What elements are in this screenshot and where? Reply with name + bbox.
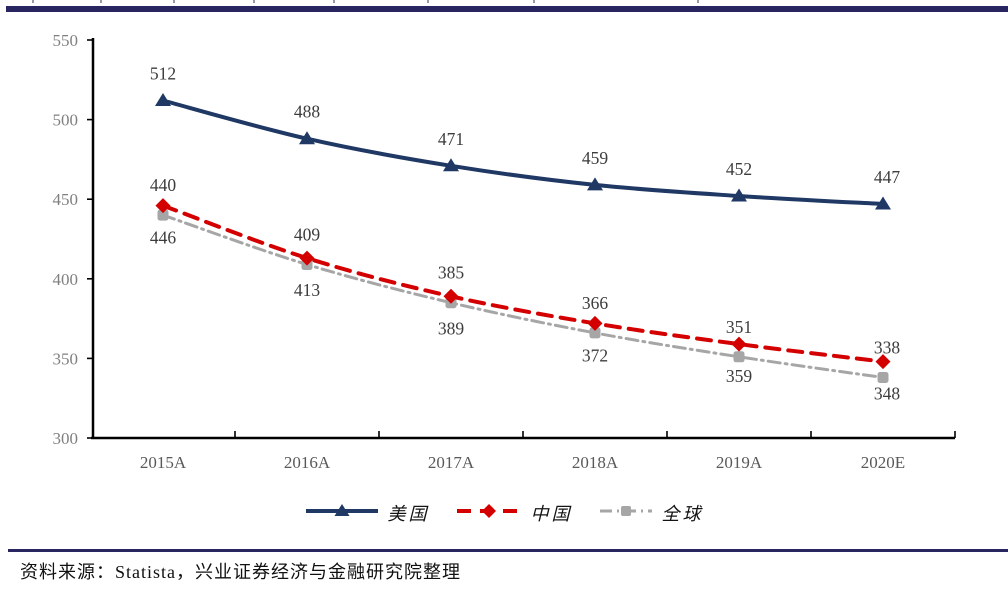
triangle-marker-icon [875,196,891,210]
series-global: 440 409 385 366 351 338 [150,175,901,383]
x-axis-tick-label: 2016A [284,453,331,472]
triangle-marker-icon [731,188,747,202]
top-accent-bar [6,6,1008,12]
x-axis-tick-label: 2017A [428,453,475,472]
source-attribution: 资料来源：Statista，兴业证券经济与金融研究院整理 [20,562,461,582]
footer-divider [8,549,1008,552]
data-label-us: 471 [438,129,464,149]
y-axis-tick-label: 300 [53,429,79,448]
chart-legend: 美国 中国 全球 [0,497,1008,529]
y-axis-tick-label: 350 [53,349,79,368]
series-us: 512 488 471 459 452 447 [150,64,901,210]
triangle-marker-icon [155,93,171,106]
triangle-marker-icon [443,158,459,172]
data-label-us: 459 [582,148,609,168]
data-label-cn: 348 [874,384,901,404]
data-label-us: 512 [150,64,176,84]
data-label-global: 440 [150,175,177,195]
data-label-global: 385 [438,263,465,283]
x-axis-tick-label: 2019A [716,453,763,472]
triangle-marker-icon [587,177,603,191]
x-axis-tick-label: 2015A [140,453,187,472]
y-axis-tick-label: 550 [53,31,79,50]
cropped-text-remnant [0,0,1008,3]
data-label-us: 488 [294,102,321,122]
x-axis-tick-label: 2018A [572,453,619,472]
line-chart: 550 500 450 400 350 300 2015A 2016A 2017A 2018A 20… [53,31,956,472]
y-axis-tick-label: 400 [53,270,79,289]
diamond-marker-icon [875,354,891,370]
data-label-global: 351 [726,317,752,337]
data-label-cn: 359 [726,366,753,386]
square-marker-icon [733,351,745,363]
diamond-marker-icon [731,336,747,352]
series-line-cn [161,203,885,364]
diamond-marker-icon [155,198,171,214]
y-axis-tick-label: 450 [53,190,79,209]
axes: 550 500 450 400 350 300 2015A 2016A 2017A 2018A 20… [53,31,956,472]
legend-label-global: 全球 [661,504,704,524]
square-marker-icon [157,209,169,221]
data-label-us: 447 [874,167,901,187]
data-label-cn: 446 [150,228,177,248]
data-label-us: 452 [726,159,752,179]
series-cn: 446 413 389 372 359 348 [150,198,901,404]
triangle-marker-icon [299,131,315,145]
legend-item-global: 全球 [599,500,704,526]
legend-label-us: 美国 [387,504,430,524]
legend-label-cn: 中国 [530,504,573,524]
cn-dashed-diamond-marker-icon [456,502,522,525]
series-line-us [161,98,885,206]
data-label-cn: 372 [582,345,608,365]
legend-item-us: 美国 [305,500,430,526]
diamond-marker-icon [299,250,315,266]
chart-canvas: 550 500 450 400 350 300 2015A 2016A 2017A 2018A 20… [53,31,956,472]
data-label-global: 409 [294,225,321,245]
square-marker-icon [589,327,601,339]
data-label-cn: 413 [294,280,321,300]
data-label-global: 338 [874,338,901,358]
data-label-cn: 389 [438,318,465,338]
data-label-global: 366 [582,293,609,313]
series-line-global [161,213,885,379]
legend-item-cn: 中国 [456,500,573,526]
diamond-marker-icon [587,315,603,331]
x-axis-tick-label: 2020E [861,453,905,472]
diamond-marker-icon [443,288,459,304]
us-line-triangle-marker-icon [305,502,379,525]
square-marker-icon [877,372,889,383]
global-dashdot-square-marker-icon [599,502,653,525]
y-axis-tick-label: 500 [53,111,79,130]
